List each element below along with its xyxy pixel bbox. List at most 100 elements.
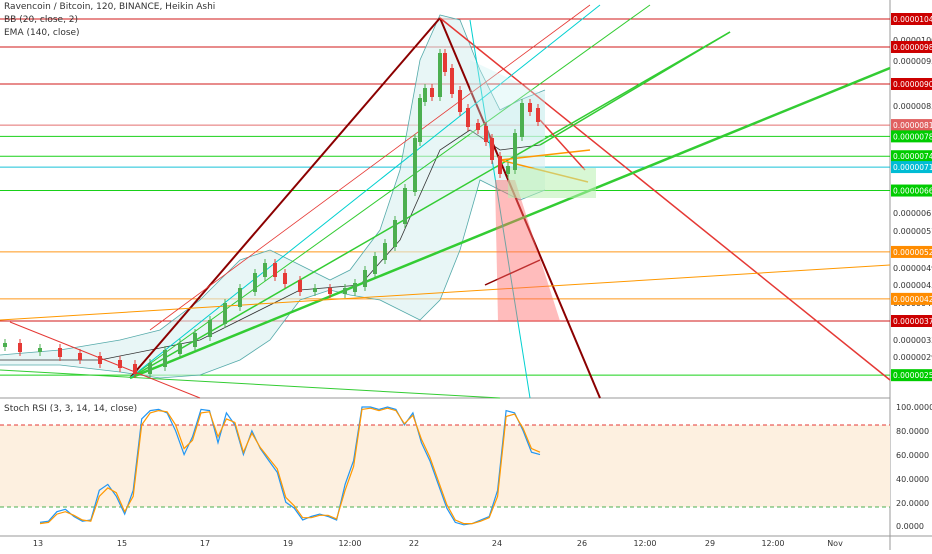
price-tag-label: 0.00000901 [893,80,932,89]
ema-legend: EMA (140, close) [4,28,80,38]
candle-body [373,256,377,274]
forecast-arrow [539,119,586,171]
trendline [129,17,441,379]
price-tag-label: 0.00000376 [893,317,932,326]
candle-body [536,108,540,122]
candle-body [403,188,407,224]
candle-body [328,288,332,294]
trendline [129,31,731,379]
target-zone-green [508,168,596,198]
candle-body [298,280,302,292]
candle-body [443,53,447,72]
trendline [0,369,501,399]
bollinger-upper-line [0,14,546,356]
candle-body [263,263,267,277]
price-tag [891,40,932,53]
price-tag [891,315,932,327]
time-tick-label: Nov [827,539,843,548]
price-tick-label: 0.00000330 [893,336,932,345]
candle-body [223,303,227,324]
candle-body [343,288,347,294]
candle-body [273,263,277,277]
price-tick-label: 0.00000290 [893,353,932,362]
symbol-legend: Ravencoin / Bitcoin, 120, BINANCE, Heiki… [4,2,216,12]
stoch-tick-label: 100.0000 [896,403,932,412]
candle-body [490,138,494,160]
candle-body [413,138,417,192]
candle-body [506,166,510,174]
trendline [129,4,601,379]
trendline [149,4,591,331]
price-tick-label: 0.00000570 [893,227,932,236]
trendline [0,264,891,321]
price-tick-label: 0.00000850 [893,102,932,111]
time-tick-label: 17 [200,539,210,548]
trendline [439,17,891,381]
trendline [9,321,201,399]
trendline [129,4,651,379]
time-tick-label: 12:00 [761,539,784,548]
candle-body [383,243,387,260]
price-tag-label: 0.00000425 [893,295,932,304]
candle-body [450,68,454,94]
price-tag-label: 0.00000983 [893,43,932,52]
bollinger-lower-line [0,179,546,379]
time-tick-label: 13 [33,539,43,548]
candle-body [18,343,22,352]
time-tick-label: 12:00 [338,539,361,548]
time-tick-label: 22 [409,539,419,548]
price-tag [891,184,932,197]
stoch-tick-label: 40.0000 [896,475,929,484]
price-tag [891,130,932,143]
time-tick-label: 19 [283,539,293,548]
price-tick-label: 0.00000490 [893,264,932,273]
candle-body [98,356,102,364]
candle-body [118,360,122,368]
candle-body [58,348,62,357]
candle-body [148,363,152,374]
target-zone-red [495,180,560,321]
price-tick-label: 0.00000450 [893,281,932,290]
stoch-tick-label: 60.0000 [896,451,929,460]
candle-body [476,123,480,130]
candle-body [484,126,488,142]
candle-body [438,53,442,97]
candle-body [178,343,182,354]
time-tick-label: 26 [577,539,587,548]
candle-body [313,288,317,292]
time-tick-label: 24 [492,539,502,548]
price-tick-label: 0.00001000 [893,36,932,45]
candle-body [238,288,242,307]
channel-zone [470,60,545,140]
price-tag-label: 0.00000529 [893,248,932,257]
stoch-tick-label: 80.0000 [896,427,929,436]
candle-body [208,320,212,337]
stoch-tick-label: 0.0000 [896,522,924,531]
price-tag-label: 0.00000665 [893,187,932,196]
time-tick-label: 15 [117,539,127,548]
candle-body [466,108,470,127]
candle-body [193,333,197,347]
candle-body [38,348,42,352]
trendline [469,19,531,399]
candle-body [283,273,287,284]
forecast-arrow [539,31,731,146]
price-tag [891,292,932,305]
candle-body [133,364,137,374]
price-tag-label: 0.00000741 [893,152,932,161]
stoch-band-zone [0,425,890,507]
price-tag [891,78,932,91]
price-tag [891,245,932,258]
trendline [439,17,601,399]
price-tag [891,119,932,132]
candle-body [513,133,517,170]
candle-body [423,88,427,102]
price-tag [891,369,932,382]
price-tag-label: 0.00001045 [893,15,932,24]
candle-body [418,98,422,142]
price-tag-label: 0.00000256 [893,371,932,380]
bollinger-band-fill [0,15,545,378]
